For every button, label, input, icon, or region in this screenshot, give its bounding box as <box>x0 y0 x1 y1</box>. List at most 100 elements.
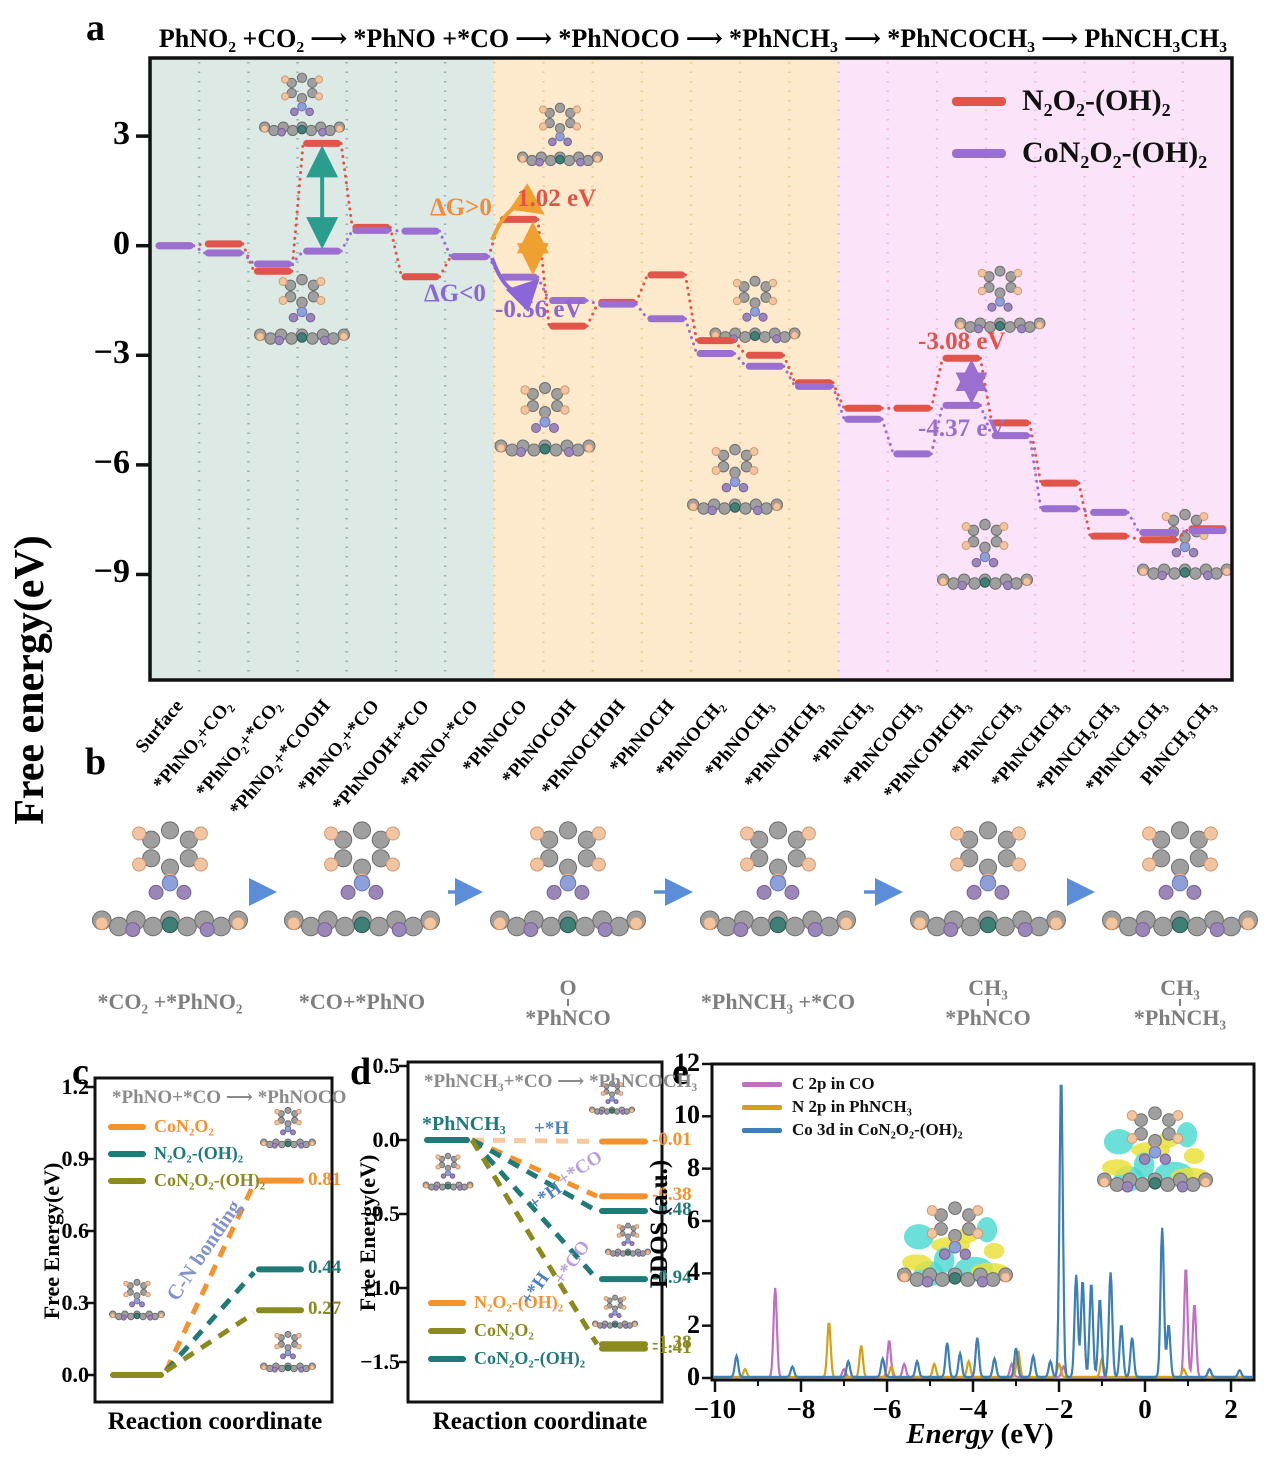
panel-d-ytick: 0.0 <box>372 1127 401 1152</box>
energy-level-bar <box>303 247 342 255</box>
panel-e-xtick: −4 <box>958 1394 988 1424</box>
energy-level-bar <box>696 337 735 345</box>
molecule-thumbnail <box>1097 1106 1213 1193</box>
energy-level-bar <box>450 253 489 261</box>
panel-e-legend-1: N 2p in PhNCH₃ <box>742 1097 912 1117</box>
molecule-thumbnail <box>260 1330 317 1373</box>
legend-dash-purple <box>952 148 1006 158</box>
panel-c-legend-0: CoN₂O₂ <box>108 1116 214 1137</box>
header-step: PhNO₂ +CO₂ <box>158 24 305 53</box>
panel-d-legend-0: N₂O₂-(OH)₂ <box>428 1292 563 1313</box>
panel-e-legend-2: Co 3d in CoN₂O₂-(OH)₂ <box>742 1120 963 1140</box>
energy-level-bar <box>647 315 686 323</box>
panel-c-ytick: 0.0 <box>61 1362 90 1387</box>
energy-level-bar <box>893 450 932 458</box>
panel-a-legend-item-n2o2: N₂O₂-(OH)₂ <box>952 84 1171 118</box>
panel-c-value-label: 0.44 <box>308 1257 342 1279</box>
pdos-curve <box>713 1084 1253 1379</box>
legend-dash-red <box>952 96 1006 106</box>
molecule-thumbnail <box>422 1152 474 1191</box>
panel-a-ytick: −6 <box>93 443 130 481</box>
energy-level-bar <box>253 267 292 275</box>
panel-d-ytick: −0.5 <box>359 1201 400 1226</box>
panel-e-ytick: 10 <box>674 1100 700 1130</box>
molecule-thumbnail <box>1102 821 1258 938</box>
energy-level-bar <box>991 419 1030 427</box>
panel-d-xlabel: Reaction coordinate <box>432 1408 648 1435</box>
panel-b-step-label: *CO₂ +*PhNO₂ <box>97 989 243 1014</box>
panel-e-xtick: 2 <box>1224 1394 1238 1424</box>
panel-c-ytick: 0.3 <box>61 1290 90 1315</box>
header-step: *PhNCOCH₃ <box>887 24 1036 53</box>
panel-d-legend-2: CoN₂O₂-(OH)₂ <box>428 1348 585 1369</box>
panel-e-xtick: −8 <box>786 1394 816 1424</box>
molecule-thumbnail <box>910 821 1066 938</box>
annotation-minus-4-37-ev: -4.37 eV <box>918 415 1006 442</box>
energy-level-bar <box>204 240 243 248</box>
molecule-thumbnail <box>260 1106 317 1149</box>
molecule-thumbnail <box>937 518 1034 591</box>
energy-level-bar <box>893 404 932 412</box>
panel-a-letter: a <box>86 7 105 49</box>
panel-c-legend-1: N₂O₂-(OH)₂ <box>108 1143 243 1164</box>
energy-level-bar <box>352 226 391 234</box>
panel-d-value-label: -1.41 <box>652 1336 692 1358</box>
energy-level-bar <box>549 322 588 330</box>
panel-e-legend-0: C 2p in CO <box>742 1074 875 1094</box>
panel-c-ytick: 1.2 <box>61 1074 90 1099</box>
panel-e-ytick: 8 <box>687 1152 700 1182</box>
panel-b-step-label: *CO+*PhNO <box>298 989 426 1014</box>
panel-a-ytick: −3 <box>93 334 130 372</box>
header-step: PhNCH₃CH₃ <box>1084 24 1228 53</box>
panel-e-xlabel-units: (eV) <box>993 1418 1054 1450</box>
panel-e-ytick: 4 <box>687 1257 700 1287</box>
panel-d-ytick: 0.5 <box>372 1053 401 1078</box>
energy-level-bar <box>598 300 637 308</box>
molecule-thumbnail <box>589 1080 635 1115</box>
molecule-thumbnail <box>687 443 783 516</box>
panel-d-ytick: −1.0 <box>359 1275 400 1300</box>
energy-level-bar <box>1139 536 1178 544</box>
panel-a-ytick: 0 <box>113 224 130 262</box>
isosurface-inset <box>901 1122 1210 1287</box>
panel-c-legend-2: CoN₂O₂-(OH)₂ <box>108 1170 265 1191</box>
panel-c-ytick: 0.6 <box>61 1218 90 1243</box>
panel-d-value-label: -0.94 <box>652 1267 692 1289</box>
panel-c-value-label: 0.81 <box>308 1168 342 1190</box>
panel-d-ylabel: Free Energy(eV) <box>355 1154 380 1312</box>
panel-b-letter: b <box>85 741 107 783</box>
energy-level-bar <box>1139 528 1178 536</box>
energy-level-bar <box>204 249 243 257</box>
header-arrow-icon: ⟶ <box>843 24 882 53</box>
energy-level-bar <box>499 273 538 281</box>
molecule-thumbnail <box>897 1201 1013 1288</box>
energy-level-bar <box>696 349 735 357</box>
energy-level-bar <box>1090 508 1129 516</box>
annotation-1-02-ev: 1.02 eV <box>517 185 597 212</box>
panel-e-ytick: 0 <box>687 1362 700 1391</box>
panel-e-xtick: −2 <box>1044 1394 1074 1424</box>
panel-b-step-label: O *PhNCO <box>525 975 611 1030</box>
molecule-thumbnail <box>954 265 1046 334</box>
annotation-dg-negative: ΔG<0 <box>424 280 486 307</box>
header-step: *PhNCH₃ <box>728 24 838 53</box>
molecule-thumbnail <box>109 1278 165 1321</box>
molecule-thumbnail <box>517 102 604 167</box>
molecule-thumbnail <box>700 821 857 938</box>
panel-e-ytick: 6 <box>687 1204 700 1234</box>
panel-a-ytick: −9 <box>93 553 130 591</box>
panel-e-xlabel-italic: Energy <box>906 1418 994 1450</box>
panel-d-value-label: -0.01 <box>652 1129 692 1151</box>
panel-e-xtick: 0 <box>1138 1394 1152 1424</box>
panel-d-value-label: -1.38 <box>652 1332 692 1354</box>
panel-e-ytick: 12 <box>674 1047 700 1077</box>
energy-level-bar <box>844 404 883 412</box>
panel-c-title: *PhNO+*CO ⟶ *PhNOCO <box>112 1087 347 1108</box>
energy-level-bar <box>303 139 342 147</box>
energy-level-bar <box>745 351 784 359</box>
energy-level-bar <box>401 273 440 281</box>
panel-a-ylabel: Free energy(eV) <box>7 535 53 825</box>
legend-label: N₂O₂-(OH)₂ <box>1022 84 1171 117</box>
header-arrow-icon: ⟶ <box>685 24 723 53</box>
